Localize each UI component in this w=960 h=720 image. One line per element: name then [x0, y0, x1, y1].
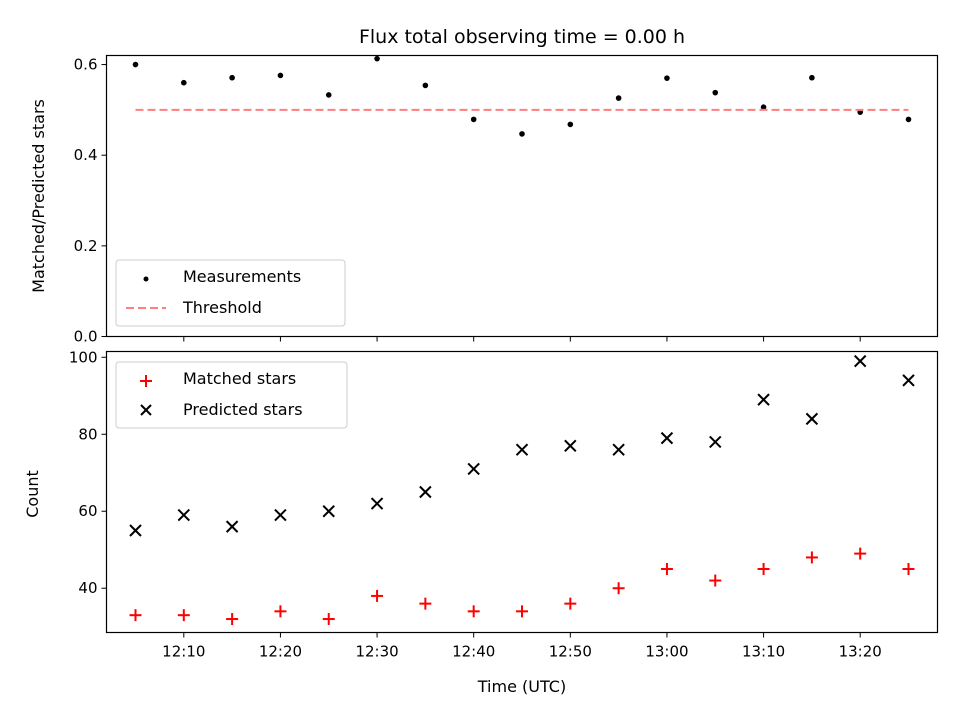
- top-y-tick-label: 0.4: [74, 146, 98, 164]
- top-panel-frame: [105, 54, 939, 338]
- measurement-point: [229, 74, 235, 81]
- matched-stars-point: [709, 574, 722, 587]
- top-legend-box: [115, 259, 346, 327]
- legend-threshold-label: Threshold: [182, 298, 262, 317]
- predicted-stars-point: [370, 497, 384, 510]
- chart-title: Flux total observing time = 0.00 h: [359, 26, 685, 48]
- measurement-point: [181, 79, 187, 86]
- bottom-legend: Matched stars Predicted stars: [115, 361, 348, 429]
- predicted-stars-point: [515, 443, 529, 456]
- bottom-axis-ticks: 12:10 12:20 12:30 12:40 12:50 13:00 13:10 13:20…: [69, 348, 882, 660]
- legend-predicted-marker: [140, 404, 152, 416]
- measurement-point: [664, 75, 670, 81]
- measurement-point: [712, 89, 719, 96]
- matched-stars-point: [467, 605, 480, 618]
- x-tick-label: 13:10: [742, 643, 785, 661]
- measurement-point: [809, 74, 815, 81]
- bottom-panel-frame: [105, 350, 939, 634]
- matched-stars-point: [805, 551, 818, 564]
- legend-predicted-label: Predicted stars: [183, 400, 303, 419]
- matched-stars-point: [902, 562, 915, 575]
- matched-stars-point: [419, 597, 432, 610]
- predicted-stars-point: [660, 431, 674, 445]
- matched-stars-point: [274, 605, 287, 618]
- top-legend: Measurements Threshold: [115, 259, 346, 327]
- matched-stars-point: [371, 589, 384, 602]
- bottom-y-tick-label: 80: [78, 425, 97, 443]
- x-axis-label: Time (UTC): [477, 677, 566, 696]
- predicted-stars-point: [902, 374, 915, 387]
- top-series-marks: [132, 55, 912, 137]
- predicted-stars-point: [177, 508, 191, 522]
- x-tick-label: 12:40: [452, 643, 495, 661]
- top-y-tick-label: 0.6: [74, 56, 98, 74]
- legend-matched-marker: [140, 375, 152, 387]
- x-tick-label: 12:10: [162, 643, 205, 661]
- measurement-point: [470, 116, 477, 123]
- predicted-stars-point: [564, 439, 577, 453]
- predicted-stars-point: [467, 462, 480, 476]
- matched-stars-point: [177, 609, 190, 622]
- measurement-point: [277, 72, 284, 79]
- predicted-stars-point: [853, 354, 867, 368]
- bottom-y-tick-label: 100: [69, 348, 98, 366]
- matched-stars-point: [226, 613, 239, 626]
- measurement-point: [325, 92, 332, 98]
- measurement-point: [132, 61, 139, 68]
- predicted-stars-point: [322, 505, 335, 518]
- bottom-series-marks: [129, 354, 915, 626]
- measurement-point: [519, 131, 525, 137]
- measurement-point: [422, 82, 429, 89]
- x-tick-label: 12:30: [355, 643, 398, 661]
- predicted-stars-point: [129, 524, 142, 537]
- matched-stars-point: [564, 597, 577, 610]
- bottom-y-axis-label: Count: [23, 470, 42, 518]
- predicted-stars-point: [709, 435, 722, 449]
- measurement-point: [567, 121, 574, 128]
- matched-stars-point: [129, 609, 142, 622]
- bottom-y-tick-label: 60: [78, 502, 97, 520]
- predicted-stars-point: [612, 443, 625, 456]
- top-y-tick-label: 0.2: [74, 237, 98, 255]
- x-tick-label: 12:50: [549, 643, 592, 661]
- matched-stars-point: [322, 613, 335, 626]
- matched-stars-point: [854, 547, 867, 560]
- predicted-stars-point: [757, 393, 770, 406]
- legend-measurements-label: Measurements: [183, 267, 301, 286]
- top-axis-ticks: 0.0 0.2 0.4 0.6: [74, 56, 861, 346]
- matched-stars-point: [516, 605, 528, 618]
- bottom-y-tick-label: 40: [78, 579, 97, 597]
- legend-measurements-marker: [143, 276, 149, 282]
- x-tick-label: 12:20: [259, 643, 302, 661]
- predicted-stars-point: [274, 508, 287, 522]
- x-tick-label: 13:00: [645, 643, 688, 661]
- measurement-point: [374, 55, 380, 62]
- measurement-point: [615, 95, 622, 101]
- matched-stars-point: [612, 582, 625, 595]
- x-tick-label: 13:20: [839, 643, 882, 661]
- matched-stars-point: [757, 562, 770, 575]
- predicted-stars-point: [225, 520, 239, 533]
- predicted-stars-point: [419, 485, 432, 499]
- top-y-tick-label: 0.0: [74, 328, 98, 346]
- matched-stars-point: [660, 562, 673, 575]
- measurement-point: [760, 104, 767, 110]
- predicted-stars-point: [805, 412, 819, 426]
- measurement-point: [905, 116, 912, 123]
- top-y-axis-label: Matched/Predicted stars: [29, 99, 48, 293]
- legend-matched-label: Matched stars: [183, 369, 296, 388]
- bottom-legend-box: [115, 361, 348, 429]
